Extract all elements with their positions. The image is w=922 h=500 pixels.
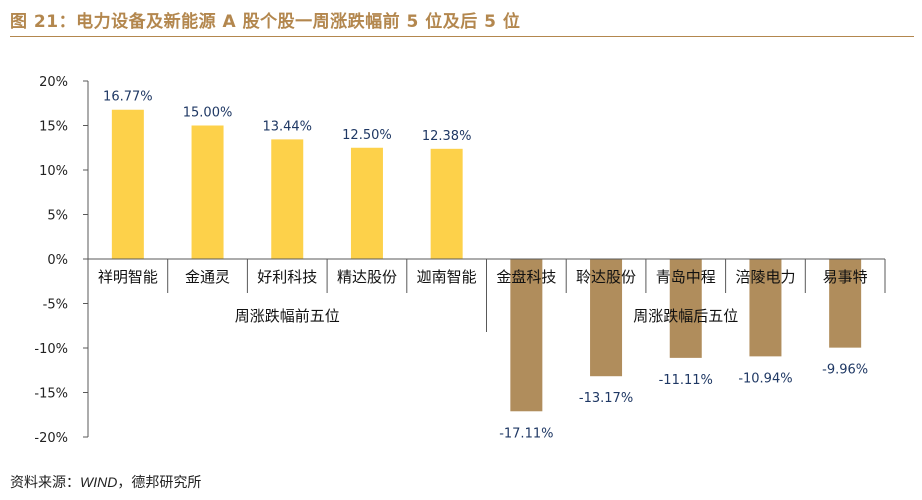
y-tick-label: -5%: [43, 298, 68, 313]
y-tick-label: 10%: [39, 164, 68, 179]
data-label: 15.00%: [183, 106, 233, 121]
bar: [191, 125, 224, 259]
y-tick-label: 15%: [39, 120, 68, 135]
y-tick-label: 5%: [47, 209, 68, 224]
x-tick-label: 金通灵: [185, 268, 230, 286]
data-label: -11.11%: [659, 373, 713, 388]
y-tick-label: -10%: [34, 342, 68, 357]
bar: [829, 259, 862, 348]
y-tick-label: 20%: [39, 75, 68, 90]
bar: [669, 259, 702, 358]
data-label: -9.96%: [822, 363, 868, 378]
x-tick-label: 迦南智能: [417, 268, 477, 286]
x-tick-label: 聆达股份: [576, 268, 636, 286]
x-tick-label: 金盘科技: [496, 268, 556, 286]
bar: [350, 147, 383, 259]
data-label: 12.50%: [342, 128, 392, 143]
bar-chart: 16.77% 15.00% 13.44% 12.50% 12.38% -17.11% -13…: [34, 75, 886, 446]
x-tick-label: 青岛中程: [656, 268, 716, 286]
source-note: 资料来源：WIND，德邦研究所: [10, 472, 201, 492]
bar: [271, 139, 304, 259]
title-divider: [10, 36, 914, 37]
bar: [590, 259, 623, 377]
figure-title: 图 21：电力设备及新能源 A 股个股一周涨跌幅前 5 位及后 5 位: [10, 12, 521, 32]
x-tick-label: 祥明智能: [98, 268, 158, 286]
source-prefix: 资料来源：: [10, 475, 80, 491]
data-label: 12.38%: [422, 129, 472, 144]
data-label: -13.17%: [579, 391, 633, 406]
source-org: WIND: [80, 474, 118, 490]
bar: [111, 109, 144, 259]
x-tick-label: 涪陵电力: [735, 268, 795, 286]
group-label: 周涨跌幅后五位: [633, 307, 738, 325]
y-tick-label: -20%: [34, 431, 68, 446]
data-label: 13.44%: [262, 119, 312, 134]
bar: [430, 148, 463, 259]
data-label: -10.94%: [738, 371, 792, 386]
x-tick-label: 好利科技: [257, 268, 317, 286]
y-tick-label: -15%: [34, 387, 68, 402]
bar: [510, 259, 543, 412]
bar: [749, 259, 782, 357]
group-label: 周涨跌幅前五位: [235, 307, 340, 325]
data-label: 16.77%: [103, 90, 153, 105]
data-label: -17.11%: [499, 426, 553, 441]
x-tick-label: 易事特: [823, 268, 868, 286]
source-suffix: ，德邦研究所: [117, 475, 202, 491]
x-tick-label: 精达股份: [337, 268, 397, 286]
y-tick-label: 0%: [47, 253, 68, 268]
